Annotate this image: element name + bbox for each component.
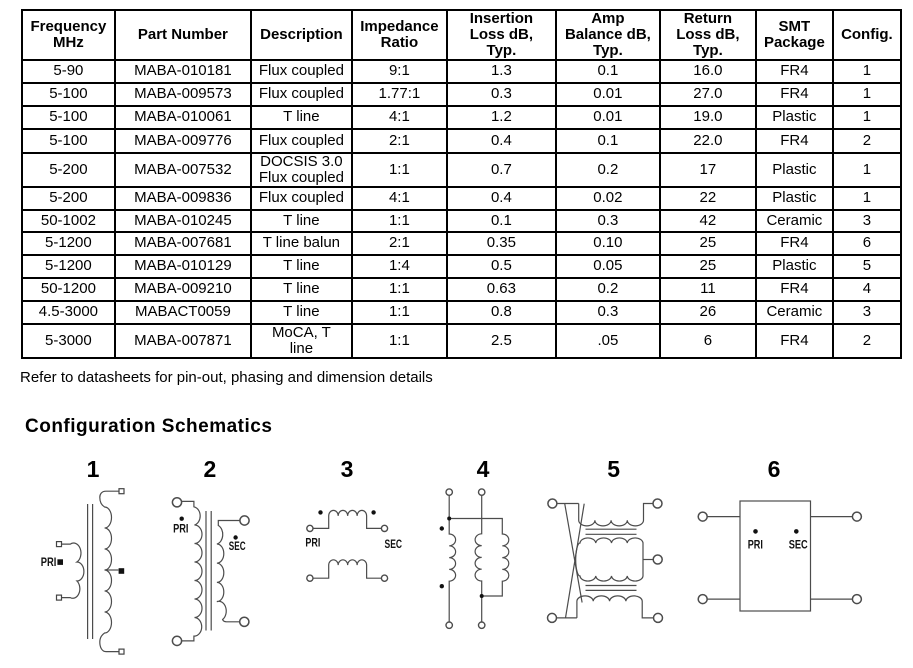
svg-text:SEC: SEC (229, 539, 246, 553)
svg-text:PRI: PRI (173, 522, 188, 536)
svg-text:PRI: PRI (748, 538, 763, 552)
svg-text:SEC: SEC (789, 538, 808, 552)
svg-text:SEC: SEC (385, 537, 403, 551)
svg-text:PRI: PRI (41, 555, 57, 569)
svg-text:PRI: PRI (305, 536, 320, 550)
